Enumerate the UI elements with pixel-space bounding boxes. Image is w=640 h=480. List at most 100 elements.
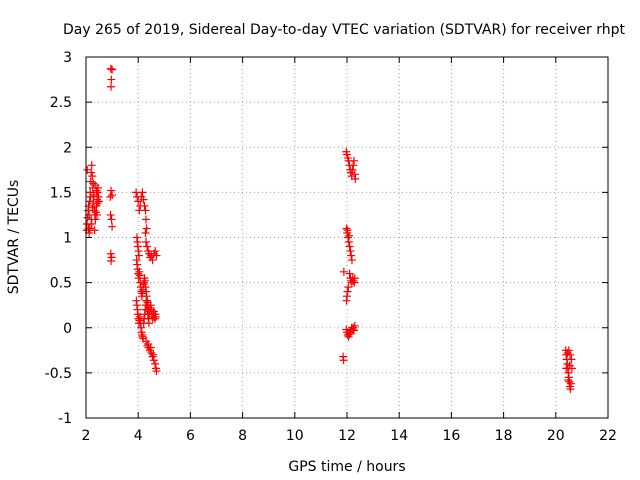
data-point-marker — [339, 267, 348, 276]
y-tick-label: 0 — [63, 321, 72, 337]
data-point-marker — [92, 186, 101, 195]
data-point-marker — [93, 199, 102, 208]
data-point-marker — [152, 251, 161, 260]
data-point-marker — [151, 359, 160, 368]
y-tick-label: 0.5 — [50, 276, 72, 292]
data-point-marker — [345, 269, 354, 278]
data-point-marker — [106, 249, 115, 258]
x-tick-label: 12 — [338, 428, 356, 444]
data-point-marker — [88, 203, 97, 212]
data-point-marker — [346, 247, 355, 256]
data-point-marker — [342, 224, 351, 233]
x-tick-label: 22 — [599, 428, 617, 444]
data-point-marker — [107, 186, 116, 195]
data-point-marker — [107, 75, 116, 84]
x-tick-label: 10 — [286, 428, 304, 444]
y-tick-label: 1.5 — [50, 185, 72, 201]
chart-title: Day 265 of 2019, Sidereal Day-to-day VTE… — [63, 22, 625, 38]
data-point-marker — [141, 228, 150, 237]
data-point-marker — [348, 165, 357, 174]
data-point-marker — [347, 256, 356, 265]
data-point-marker — [151, 312, 160, 321]
x-axis-label: GPS time / hours — [288, 459, 405, 475]
data-point-marker — [343, 226, 352, 235]
data-point-marker — [87, 161, 96, 170]
data-point-marker — [85, 197, 94, 206]
x-tick-label: 8 — [238, 428, 247, 444]
data-point-marker — [87, 219, 96, 228]
x-tick-label: 14 — [390, 428, 408, 444]
data-point-marker — [95, 197, 104, 206]
data-point-marker — [92, 210, 101, 219]
data-point-marker — [349, 161, 358, 170]
data-point-marker — [88, 172, 97, 181]
y-tick-label: 3 — [63, 50, 72, 66]
data-point-marker — [90, 226, 99, 235]
data-point-marker — [146, 343, 155, 352]
y-tick-label: -1 — [58, 411, 72, 427]
data-point-marker — [342, 296, 351, 305]
data-point-marker — [142, 238, 151, 247]
data-point-marker — [143, 341, 152, 350]
data-point-marker — [564, 346, 573, 355]
y-tick-label: 2 — [63, 140, 72, 156]
data-point-marker — [142, 215, 151, 224]
data-points — [82, 64, 576, 394]
data-point-marker — [351, 174, 360, 183]
data-point-marker — [344, 283, 353, 292]
data-point-marker — [134, 197, 143, 206]
y-tick-label: -0.5 — [45, 366, 72, 382]
data-point-marker — [91, 181, 100, 190]
data-point-marker — [139, 195, 148, 204]
data-point-marker — [347, 251, 356, 260]
data-point-marker — [134, 251, 143, 260]
y-tick-label: 1 — [63, 231, 72, 247]
plot-frame — [85, 56, 609, 419]
x-tick-label: 6 — [186, 428, 195, 444]
y-axis-ticks: -1 -0.5 0 0.5 1 1.5 2 2.5 3 — [45, 50, 608, 427]
data-point-marker — [135, 271, 144, 280]
data-point-marker — [567, 355, 576, 364]
data-point-marker — [151, 247, 160, 256]
data-point-marker — [108, 65, 117, 74]
data-point-marker — [144, 319, 153, 328]
data-point-marker — [107, 256, 116, 265]
y-tick-label: 2.5 — [50, 95, 72, 111]
data-point-marker — [152, 367, 161, 376]
data-point-marker — [343, 150, 351, 159]
x-tick-label: 20 — [547, 428, 565, 444]
data-point-marker — [148, 352, 157, 361]
data-point-marker — [86, 192, 95, 201]
data-point-marker — [350, 326, 359, 335]
data-point-marker — [85, 224, 94, 233]
data-point-marker — [142, 224, 151, 233]
data-point-marker — [89, 179, 98, 188]
data-point-marker — [564, 376, 573, 385]
data-point-marker — [106, 64, 115, 73]
x-tick-label: 4 — [134, 428, 143, 444]
data-point-marker — [107, 215, 116, 224]
data-point-marker — [148, 256, 157, 265]
x-tick-label: 2 — [82, 428, 91, 444]
data-point-marker — [108, 191, 117, 200]
data-point-marker — [350, 156, 359, 165]
data-point-marker — [566, 350, 575, 359]
data-point-marker — [106, 192, 115, 201]
data-point-marker — [149, 350, 158, 359]
data-point-marker — [345, 231, 354, 240]
x-tick-label: 18 — [495, 428, 513, 444]
data-point-marker — [140, 201, 149, 210]
data-point-marker — [565, 361, 574, 370]
x-tick-label: 16 — [442, 428, 460, 444]
data-point-marker — [350, 321, 359, 330]
data-point-marker — [138, 188, 147, 197]
data-point-marker — [106, 210, 115, 219]
data-point-marker — [107, 82, 116, 91]
data-point-marker — [344, 233, 353, 242]
y-axis-label: SDTVAR / TECUs — [6, 180, 22, 295]
data-point-marker — [108, 222, 117, 231]
data-point-marker — [345, 330, 354, 339]
data-point-marker — [345, 242, 354, 251]
data-point-marker — [350, 274, 359, 283]
